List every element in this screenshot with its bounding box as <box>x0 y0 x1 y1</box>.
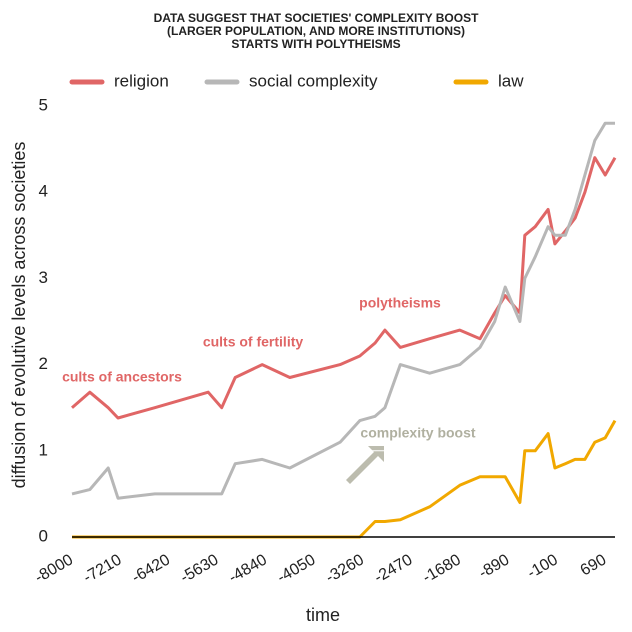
chart-title: STARTS WITH POLYTHEISMS <box>231 37 400 51</box>
chart-title: (LARGER POPULATION, AND MORE INSTITUTION… <box>167 24 465 38</box>
y-tick-label: 0 <box>39 526 48 545</box>
y-tick-label: 3 <box>39 268 48 287</box>
series-line <box>71 121 615 500</box>
annotation: complexity boost <box>360 425 475 441</box>
y-tick-label: 1 <box>39 440 48 459</box>
x-axis-label: time <box>306 605 340 625</box>
legend-label: social complexity <box>249 71 378 90</box>
y-tick-label: 2 <box>39 354 48 373</box>
y-axis-label: diffusion of evolutive levels across soc… <box>9 142 29 489</box>
series-line <box>71 156 617 420</box>
annotation: cults of ancestors <box>62 369 182 385</box>
annotation: cults of fertility <box>203 334 304 350</box>
y-tick-label: 4 <box>39 182 48 201</box>
annotation: polytheisms <box>359 295 441 311</box>
legend-label: law <box>498 71 524 90</box>
y-tick-label: 5 <box>39 95 48 114</box>
legend-label: religion <box>114 71 169 90</box>
chart-title: DATA SUGGEST THAT SOCIETIES' COMPLEXITY … <box>154 11 480 25</box>
annotation-arrow <box>346 446 384 484</box>
